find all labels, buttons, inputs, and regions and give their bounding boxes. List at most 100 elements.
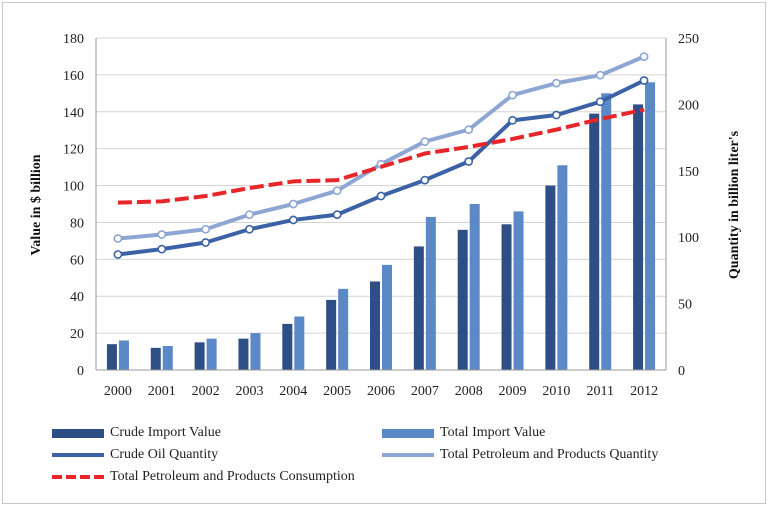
left-tick-label: 180: [63, 32, 84, 47]
legend-label: Total Import Value: [440, 425, 546, 440]
left-tick-label: 20: [70, 327, 84, 342]
x-tick-label: 2006: [367, 384, 395, 399]
point-crude-oil-quantity: [245, 224, 254, 234]
bar-crude-import-value: [150, 347, 161, 370]
legend-label: Crude Oil Quantity: [110, 447, 219, 462]
left-ticks: 0 20 40 60 80 100 120 140 160 180: [63, 32, 84, 379]
point-crude-oil-quantity: [595, 97, 605, 107]
bar-total-import-value: [250, 333, 261, 370]
x-ticks: 2000 2001 2002 2003 2004 2005 2006 2007 2008 2009…: [104, 384, 658, 399]
point-crude-oil-quantity: [113, 250, 123, 259]
bar-crude-import-value: [413, 246, 424, 370]
bar-total-import-value: [469, 204, 480, 370]
right-axis-label: Quantity in billion liter's: [727, 130, 742, 279]
legend-label: Total Petroleum and Products Consumption: [110, 469, 355, 484]
bars: [106, 82, 656, 371]
point-total-petroleum-and-products-quantity: [420, 137, 430, 146]
point-crude-oil-quantity: [332, 210, 342, 220]
right-ticks: 0 50 100 150 200 250: [678, 32, 699, 379]
point-crude-oil-quantity: [639, 76, 649, 85]
x-tick-label: 2010: [542, 384, 570, 399]
bar-total-import-value: [118, 340, 129, 370]
legend-swatch-total-petroleum-quantity: [382, 450, 434, 460]
bar-total-import-value: [425, 216, 436, 370]
bar-crude-import-value: [106, 344, 117, 370]
x-tick-label: 2008: [455, 384, 483, 399]
bar-crude-import-value: [238, 338, 249, 370]
point-total-petroleum-and-products-quantity: [157, 230, 167, 239]
left-tick-label: 80: [70, 216, 84, 231]
legend-swatch-crude-import-value: [52, 428, 104, 438]
legend-label: Crude Import Value: [110, 425, 221, 440]
point-total-petroleum-and-products-quantity: [288, 199, 298, 209]
legend-swatch-crude-oil-quantity: [52, 450, 104, 460]
bar-crude-import-value: [457, 229, 468, 370]
bar-total-import-value: [162, 346, 173, 370]
bar-crude-import-value: [545, 185, 556, 370]
legend-swatch-total-consumption: [52, 472, 104, 482]
lines: [113, 52, 649, 259]
point-crude-oil-quantity: [551, 110, 561, 120]
right-tick-label: 100: [678, 231, 699, 246]
point-total-petroleum-and-products-quantity: [113, 234, 123, 243]
legend-item-crude-import-value: Crude Import Value: [52, 425, 221, 441]
x-tick-label: 2007: [411, 384, 439, 399]
point-total-petroleum-and-products-quantity: [245, 210, 254, 220]
left-tick-label: 120: [63, 143, 84, 158]
bar-total-import-value: [557, 165, 568, 370]
bar-crude-import-value: [194, 342, 205, 370]
left-tick-label: 60: [70, 253, 84, 268]
line-total-petroleum-and-products-consumption: [117, 107, 645, 205]
point-crude-oil-quantity: [508, 115, 517, 125]
bar-crude-import-value: [370, 281, 380, 370]
bar-crude-import-value: [633, 104, 644, 371]
x-tick-label: 2001: [148, 384, 176, 399]
left-tick-label: 160: [63, 69, 84, 84]
point-total-petroleum-and-products-quantity: [595, 70, 605, 80]
legend-item-crude-oil-quantity: Crude Oil Quantity: [52, 447, 218, 463]
bar-crude-import-value: [501, 224, 512, 370]
point-crude-oil-quantity: [201, 238, 211, 247]
bar-crude-import-value: [589, 113, 600, 370]
left-tick-label: 140: [63, 106, 84, 121]
right-tick-label: 250: [678, 32, 699, 47]
x-tick-label: 2012: [630, 384, 658, 399]
bar-total-import-value: [513, 211, 524, 370]
bar-total-import-value: [382, 264, 392, 370]
left-tick-label: 40: [70, 290, 84, 305]
legend-swatch-total-import-value: [382, 428, 434, 438]
bar-crude-import-value: [326, 299, 337, 370]
left-tick-label: 100: [63, 180, 84, 195]
legend-item-total-import-value: Total Import Value: [382, 425, 545, 441]
right-tick-label: 200: [678, 98, 699, 113]
legend-label: Total Petroleum and Products Quantity: [440, 447, 659, 462]
bar-total-import-value: [206, 338, 217, 370]
axes: [95, 38, 667, 371]
point-total-petroleum-and-products-quantity: [464, 125, 474, 135]
bar-total-import-value: [338, 288, 349, 370]
bar-total-import-value: [645, 82, 656, 371]
bar-total-import-value: [294, 316, 305, 370]
point-crude-oil-quantity: [157, 244, 167, 254]
x-tick-label: 2004: [279, 384, 307, 399]
x-tick-label: 2011: [586, 384, 613, 399]
point-total-petroleum-and-products-quantity: [508, 90, 517, 100]
point-total-petroleum-and-products-quantity: [551, 78, 561, 88]
x-tick-label: 2009: [499, 384, 527, 399]
point-crude-oil-quantity: [464, 157, 474, 166]
x-tick-label: 2005: [323, 384, 351, 399]
gridlines: [96, 37, 666, 371]
point-crude-oil-quantity: [376, 191, 386, 201]
point-crude-oil-quantity: [420, 175, 430, 185]
x-tick-label: 2002: [192, 384, 220, 399]
bar-crude-import-value: [282, 323, 293, 370]
x-tick-label: 2000: [104, 384, 132, 399]
bar-total-import-value: [601, 93, 612, 370]
right-tick-label: 150: [678, 165, 699, 180]
right-tick-label: 50: [678, 298, 692, 313]
right-tick-label: 0: [678, 364, 685, 379]
legend-item-total-consumption: Total Petroleum and Products Consumption: [52, 469, 355, 485]
point-total-petroleum-and-products-quantity: [639, 52, 649, 61]
left-tick-label: 0: [77, 364, 84, 379]
